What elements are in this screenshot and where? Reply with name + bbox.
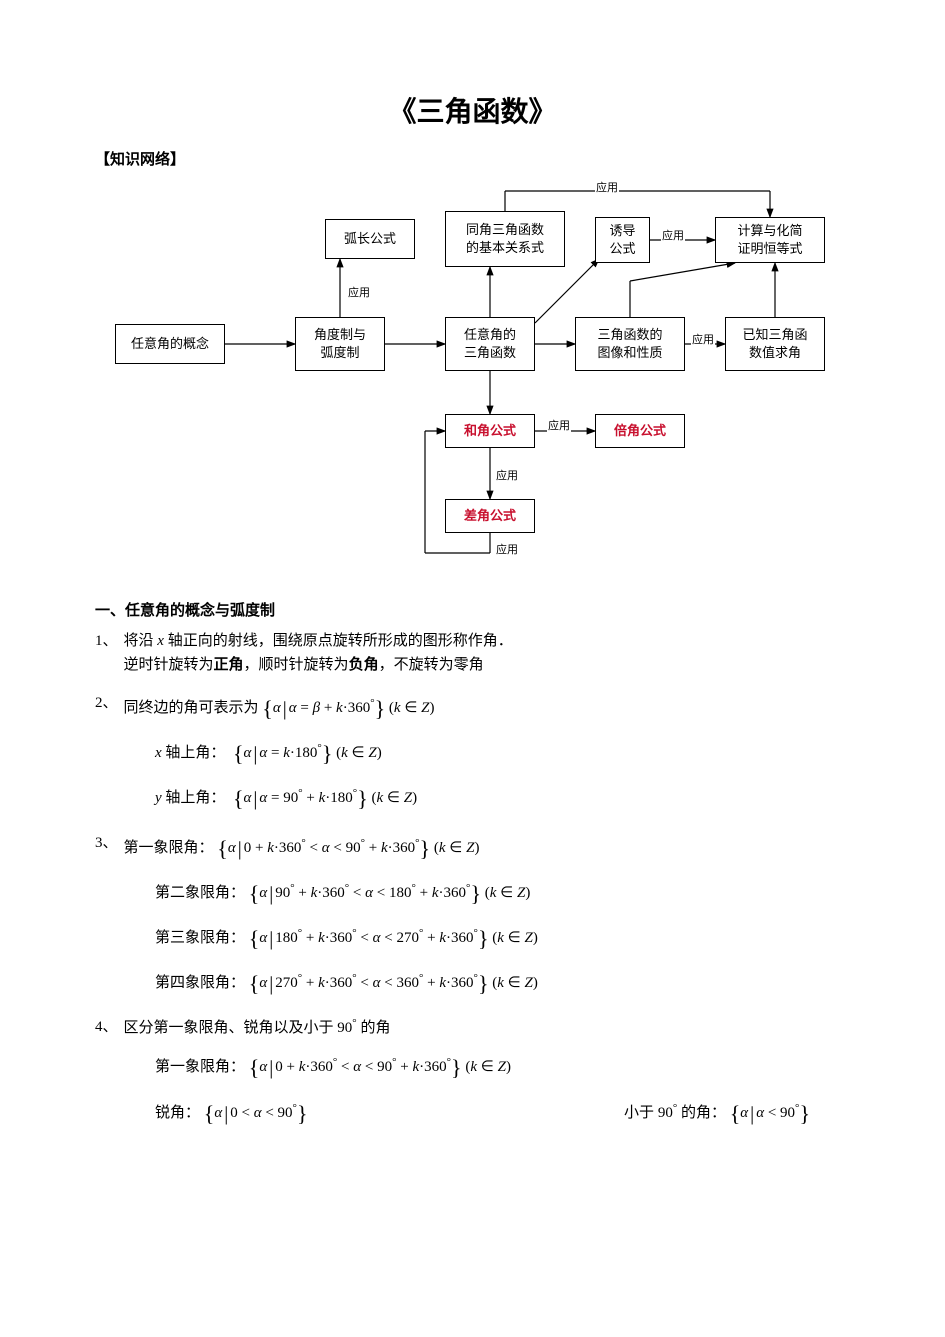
item-1-line2-b2: 负角: [349, 657, 379, 673]
item-3-l3-label: 第三象限角：: [155, 930, 245, 946]
node-n_diff: 差角公式: [445, 499, 535, 533]
item-1-num: 1、: [95, 629, 118, 677]
item-3-l3-math: {α|180° + k·360° < α < 270° + k·360°} (k…: [249, 930, 538, 946]
node-n_graph_prop: 三角函数的图像和性质: [575, 317, 685, 371]
edge-label: 应用: [691, 331, 715, 347]
item-4-l2b-math: {α|α < 90°}: [730, 1105, 810, 1121]
node-n_any_angle: 任意角的概念: [115, 324, 225, 364]
item-4-l2a-math: {α|0 < α < 90°}: [204, 1105, 308, 1121]
item-4-num: 4、: [95, 1015, 118, 1040]
item-3-l2: 第二象限角： {α|90° + k·360° < α < 180° + k·36…: [155, 876, 850, 911]
item-3-num: 3、: [95, 831, 118, 866]
item-4-l1-label: 第一象限角：: [155, 1059, 245, 1075]
page-title: 《三角函数》: [95, 90, 850, 130]
item-3-l1-math: {α|0 + k·360° < α < 90° + k·360°} (k ∈ Z…: [217, 840, 479, 856]
content-body: 一、任意角的概念与弧度制 1、 将沿 x 轴正向的射线，围绕原点旋转所形成的图形…: [95, 599, 850, 1131]
item-4-l2b: 小于 90° 的角： {α|α < 90°}: [624, 1096, 810, 1131]
item-3-l4-label: 第四象限角：: [155, 975, 245, 991]
node-n_arc_formula: 弧长公式: [325, 219, 415, 259]
item-3-l4: 第四象限角： {α|270° + k·360° < α < 360° + k·3…: [155, 966, 850, 1001]
node-n_double: 倍角公式: [595, 414, 685, 448]
item-3-l3: 第三象限角： {α|180° + k·360° < α < 270° + k·3…: [155, 921, 850, 956]
item-1-line2-mid: ，顺时针旋转为: [244, 657, 349, 673]
item-2: 2、 同终边的角可表示为 {α|α = β + k·360°} (k ∈ Z): [95, 691, 850, 726]
item-1-line2: 逆时针旋转为正角，顺时针旋转为负角，不旋转为零角: [124, 657, 484, 673]
item-2-text: 同终边的角可表示为: [124, 700, 259, 716]
node-n_known_val: 已知三角函数值求角: [725, 317, 825, 371]
item-4-l2: 锐角： {α|0 < α < 90°} 小于 90° 的角： {α|α < 90…: [155, 1096, 850, 1131]
item-4-body: 区分第一象限角、锐角以及小于 90° 的角: [124, 1015, 850, 1040]
item-1-line1: 将沿 x 轴正向的射线，围绕原点旋转所形成的图形称作角．: [124, 633, 513, 649]
item-1-line2-b1: 正角: [214, 657, 244, 673]
node-n_calc: 计算与化简证明恒等式: [715, 217, 825, 263]
node-n_induced: 诱导公式: [595, 217, 650, 263]
item-2-sub1-math: {α|α = k·180°} (k ∈ Z): [233, 745, 382, 761]
item-1-body: 将沿 x 轴正向的射线，围绕原点旋转所形成的图形称作角． 逆时针旋转为正角，顺时…: [124, 629, 850, 677]
item-2-sub1: x 轴上角： {α|α = k·180°} (k ∈ Z): [155, 736, 850, 771]
page: 《三角函数》 【知识网络】 弧长公式同角三角函数的基本关系式诱导公式 计算与化简证…: [0, 0, 945, 1337]
item-4-l2a-label: 锐角：: [155, 1105, 200, 1121]
edge-label: 应用: [661, 227, 685, 243]
item-2-sub2: y 轴上角： {α|α = 90° + k·180°} (k ∈ Z): [155, 781, 850, 816]
item-2-body: 同终边的角可表示为 {α|α = β + k·360°} (k ∈ Z): [124, 691, 850, 726]
edge-label: 应用: [595, 179, 619, 195]
item-1-line2-pre: 逆时针旋转为: [124, 657, 214, 673]
item-4-l1: 第一象限角： {α|0 + k·360° < α < 90° + k·360°}…: [155, 1050, 850, 1085]
item-2-math: {α|α = β + k·360°} (k ∈ Z): [262, 700, 434, 716]
item-4: 4、 区分第一象限角、锐角以及小于 90° 的角: [95, 1015, 850, 1040]
item-4-l1-math: {α|0 + k·360° < α < 90° + k·360°} (k ∈ Z…: [249, 1059, 511, 1075]
section-1-heading: 一、任意角的概念与弧度制: [95, 599, 850, 623]
edge-label: 应用: [547, 417, 571, 433]
item-3-l4-math: {α|270° + k·360° < α < 360° + k·360°} (k…: [249, 975, 538, 991]
edge-label: 应用: [495, 467, 519, 483]
item-3-l1-label: 第一象限角：: [124, 840, 214, 856]
node-n_sum: 和角公式: [445, 414, 535, 448]
node-n_any_trig: 任意角的三角函数: [445, 317, 535, 371]
node-n_same_angle: 同角三角函数的基本关系式: [445, 211, 565, 267]
item-4-l2a: 锐角： {α|0 < α < 90°}: [155, 1096, 308, 1131]
edge-label: 应用: [495, 541, 519, 557]
item-3-l2-label: 第二象限角：: [155, 885, 245, 901]
item-3-body: 第一象限角： {α|0 + k·360° < α < 90° + k·360°}…: [124, 831, 850, 866]
item-3-l2-math: {α|90° + k·360° < α < 180° + k·360°} (k …: [249, 885, 531, 901]
item-2-sub2-math: {α|α = 90° + k·180°} (k ∈ Z): [233, 790, 417, 806]
node-n_degree_rad: 角度制与弧度制: [295, 317, 385, 371]
section-label: 【知识网络】: [95, 148, 850, 169]
item-1-line2-post: ，不旋转为零角: [379, 657, 484, 673]
edge-label: 应用: [347, 284, 371, 300]
item-3: 3、 第一象限角： {α|0 + k·360° < α < 90° + k·36…: [95, 831, 850, 866]
item-2-num: 2、: [95, 691, 118, 726]
knowledge-network-diagram: 弧长公式同角三角函数的基本关系式诱导公式 计算与化简证明恒等式任意角的概念 角度制与…: [95, 179, 855, 579]
item-1: 1、 将沿 x 轴正向的射线，围绕原点旋转所形成的图形称作角． 逆时针旋转为正角…: [95, 629, 850, 677]
